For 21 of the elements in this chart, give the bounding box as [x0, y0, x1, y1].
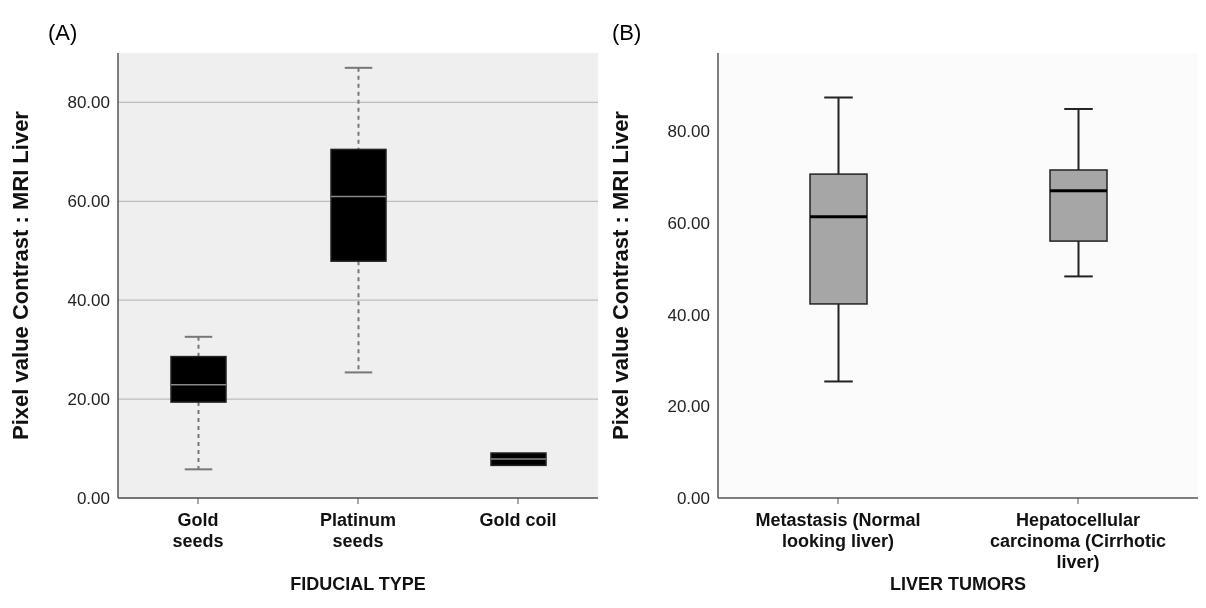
x-tick-label: Platinum seeds: [319, 510, 397, 551]
y-tick-label: 20.00: [667, 397, 710, 417]
x-tick-label: Gold coil: [479, 510, 557, 530]
x-tick-label: Metastasis (Normal looking liver): [755, 510, 921, 551]
y-axis-title: Pixel value Contrast : MRI Liver: [7, 110, 33, 440]
y-tick-label: 0.00: [76, 489, 110, 509]
y-tick-label: 0.00: [676, 489, 710, 509]
y-axis-title: Pixel value Contrast : MRI Liver: [607, 110, 633, 440]
y-tick-label: 60.00: [667, 213, 710, 233]
y-tick-label: 40.00: [667, 305, 710, 325]
y-tick-label: 80.00: [667, 122, 710, 142]
y-tick-label: 20.00: [67, 390, 110, 410]
y-tick-label: 40.00: [67, 291, 110, 311]
x-axis-title: LIVER TUMORS: [889, 574, 1027, 594]
chart-title: (B): [612, 20, 642, 46]
y-tick-label: 60.00: [67, 192, 110, 212]
chart-title: (A): [48, 20, 78, 46]
y-tick-label: 80.00: [67, 93, 110, 113]
x-axis-title: FIDUCIAL TYPE: [290, 574, 426, 594]
x-tick-label: Hepatocellular carcinoma (Cirrhotic liver): [989, 510, 1167, 572]
x-tick-label: Gold seeds: [172, 510, 224, 551]
